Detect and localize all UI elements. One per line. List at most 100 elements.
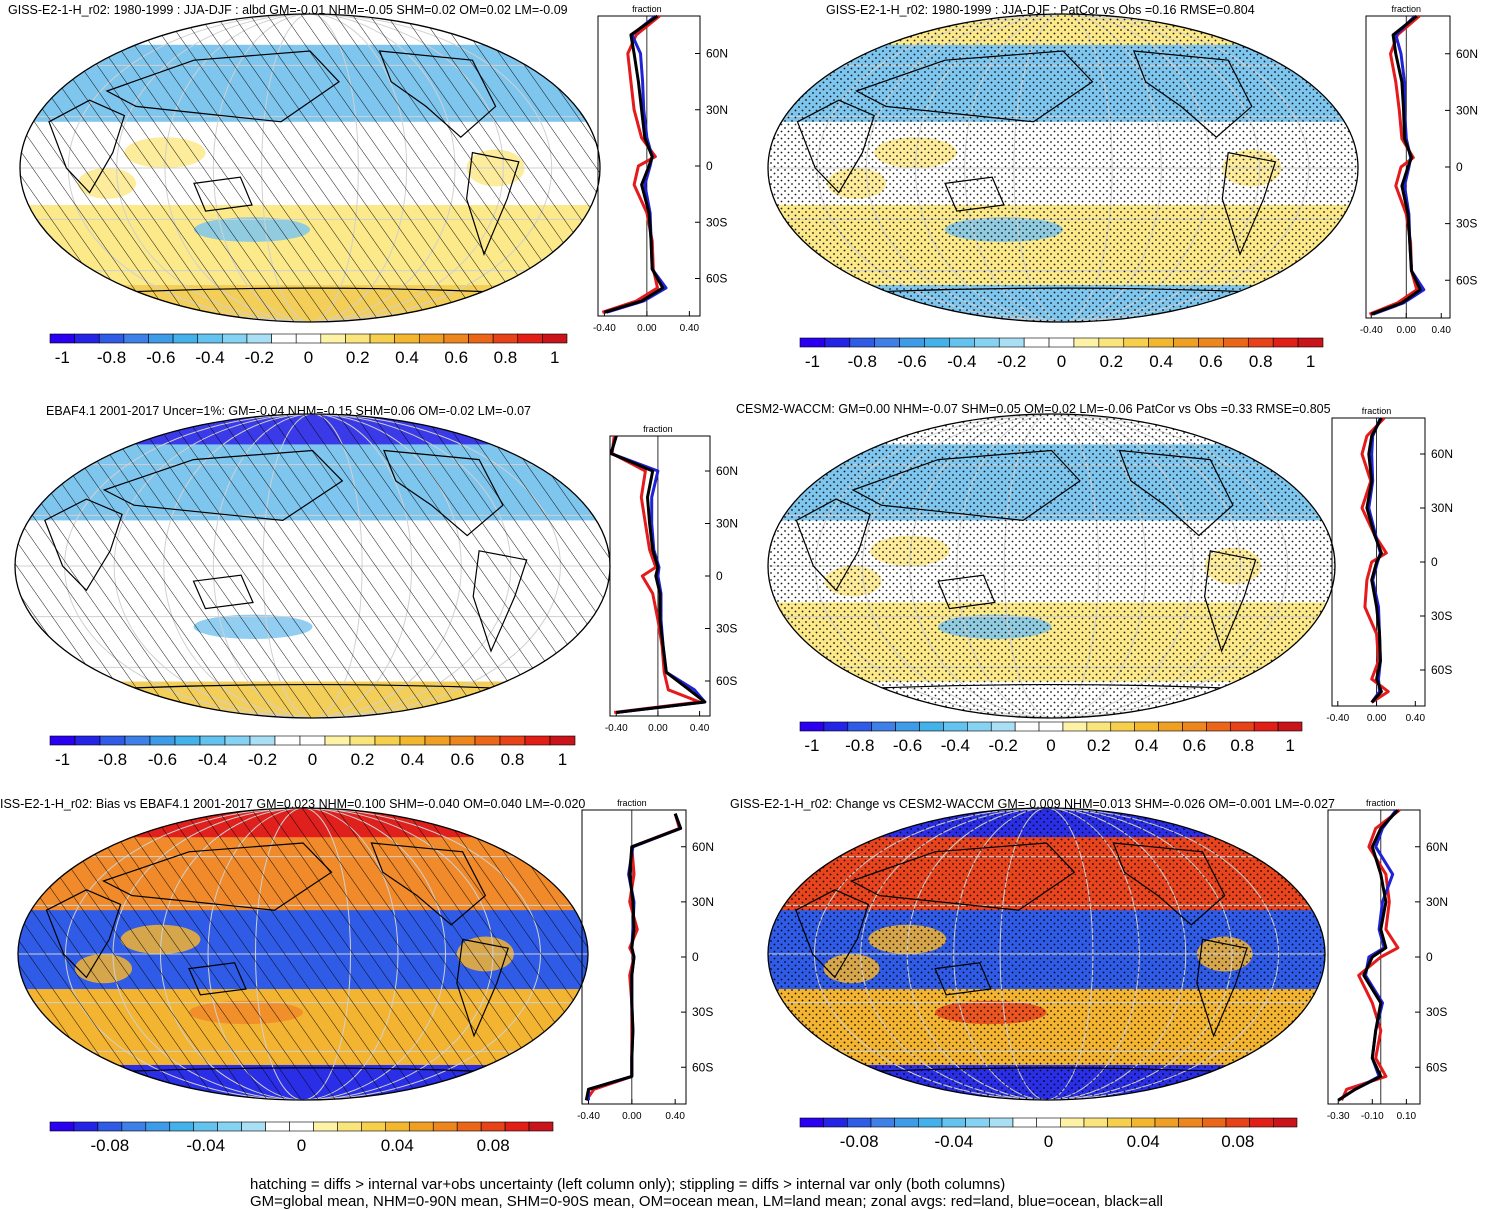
colorbar-swatch <box>1173 337 1199 348</box>
colorbar-label: 0.08 <box>1221 1132 1254 1151</box>
colorbar-label: 0.8 <box>1230 736 1254 755</box>
colorbar-label: 0.08 <box>477 1136 510 1155</box>
map-border <box>19 13 601 323</box>
colorbar-swatch <box>1202 1117 1227 1128</box>
continent-outline <box>48 99 126 194</box>
colorbar-swatch <box>1148 337 1174 348</box>
colorbar-swatch <box>222 333 248 344</box>
profile-ytick-label: 30N <box>716 517 738 531</box>
colorbar-swatch <box>169 1121 195 1132</box>
continent-outline <box>382 449 504 537</box>
colorbar-swatch <box>432 1121 458 1132</box>
colorbar-swatch <box>874 337 900 348</box>
profile-xtick-label: -0.40 <box>1360 325 1383 336</box>
continent-outline <box>796 99 875 194</box>
colorbar-swatch <box>1253 721 1279 732</box>
profile-xtick-label: 0.00 <box>1367 713 1387 724</box>
colorbar-swatch <box>289 1121 314 1132</box>
colorbar-label: -0.6 <box>897 352 926 371</box>
colorbar-swatch <box>824 337 851 348</box>
colorbar-label: -0.8 <box>98 750 127 769</box>
continent-outline <box>188 962 247 996</box>
colorbar-label: 0.2 <box>351 750 375 769</box>
colorbar-swatch <box>849 337 876 348</box>
colorbar-swatch <box>1158 721 1183 732</box>
colorbar-swatch <box>246 333 272 344</box>
footer-line-2: GM=global mean, NHM=0-90N mean, SHM=0-90… <box>250 1193 1164 1210</box>
colorbar-swatch <box>967 721 992 732</box>
profile-xtick-label: 0.40 <box>1432 325 1452 336</box>
panel-4: CESM2-WACCM: GM=0.00 NHM=-0.07 SHM=0.05 … <box>736 396 1496 788</box>
colorbar-swatch <box>1277 721 1303 732</box>
colorbar-swatch <box>174 735 201 746</box>
colorbar-swatch <box>524 735 551 746</box>
panel-title: EBAF4.1 2001-2017 Uncer=1%: GM=-0.04 NHM… <box>46 404 531 418</box>
land-zonal-line <box>610 435 702 714</box>
profile-ytick-label: 60S <box>716 674 737 688</box>
profile-xtick-label: 0.40 <box>680 323 700 334</box>
colorbar-swatch <box>1206 721 1231 732</box>
continent-outline <box>44 498 123 592</box>
colorbar-swatch <box>989 1117 1014 1128</box>
colorbar-label: -0.4 <box>198 750 227 769</box>
colorbar-swatch <box>199 735 226 746</box>
colorbar-swatch <box>217 1121 242 1132</box>
profile-ytick-label: 60N <box>692 840 714 854</box>
profile-xtick-label: -0.40 <box>605 723 628 734</box>
profile-fraction-label: fraction <box>1391 4 1421 14</box>
map-5 <box>18 808 588 1100</box>
panel-title: GISS-E2-1-H_r02: 1980-1999 : JJA-DJF : P… <box>826 3 1255 17</box>
colorbar-swatch <box>172 333 199 344</box>
panel-3: EBAF4.1 2001-2017 Uncer=1%: GM=-0.04 NHM… <box>0 396 748 788</box>
colorbar-swatch <box>1014 721 1040 732</box>
colorbar-swatch <box>394 333 420 344</box>
colorbar-swatch <box>385 1121 410 1132</box>
map-3 <box>15 414 610 718</box>
profile-xtick-label: 0.40 <box>1406 713 1426 724</box>
all-zonal-line <box>584 813 683 1101</box>
colorbar-swatch <box>197 333 223 344</box>
colorbar-label: 0.8 <box>1249 352 1273 371</box>
profile-ytick-label: 60S <box>1431 663 1452 677</box>
continent-outline <box>944 176 1005 212</box>
colorbar-swatch <box>449 735 476 746</box>
all-zonal-line <box>1370 14 1422 316</box>
colorbar-swatch <box>1229 721 1255 732</box>
colorbar-swatch <box>49 333 75 344</box>
colorbar-swatch <box>1272 337 1299 348</box>
continent-outline <box>45 889 122 979</box>
colorbar-swatch <box>974 337 1000 348</box>
colorbar-swatch <box>965 1117 990 1128</box>
continent-outline <box>456 938 509 1038</box>
colorbar-swatch <box>320 333 346 344</box>
profile-ytick-label: 60N <box>706 47 728 61</box>
land-zonal-line <box>1360 416 1390 704</box>
colorbar-swatch <box>1198 337 1224 348</box>
colorbar-swatch <box>361 1121 386 1132</box>
map-4 <box>768 414 1335 718</box>
colorbar: -0.08 -0.04 0 0.04 0.08 <box>49 1121 554 1155</box>
profile-ytick-label: 30N <box>1431 501 1453 515</box>
colorbar-label: 0.04 <box>381 1136 414 1155</box>
ocean-zonal-line <box>609 435 707 714</box>
colorbar-label: 0.6 <box>1199 352 1223 371</box>
colorbar-swatch <box>943 721 968 732</box>
colorbar-swatch <box>97 1121 123 1132</box>
colorbar-swatch <box>1107 1117 1132 1128</box>
colorbar-swatch <box>98 333 125 344</box>
colorbar-label: -0.08 <box>91 1136 130 1155</box>
panel-6: GISS-E2-1-H_r02: Change vs CESM2-WACCM G… <box>730 792 1496 1184</box>
continent-outline <box>101 842 333 911</box>
colorbar-swatch <box>193 1121 218 1132</box>
colorbar-swatch <box>241 1121 266 1132</box>
colorbar-swatch <box>369 333 395 344</box>
colorbar-swatch <box>1249 1117 1274 1128</box>
colorbar-label: -0.4 <box>195 348 224 367</box>
colorbar-swatch <box>1038 721 1064 732</box>
colorbar-label: -0.2 <box>989 736 1018 755</box>
colorbar-swatch <box>324 735 351 746</box>
continent-outline <box>378 50 497 139</box>
